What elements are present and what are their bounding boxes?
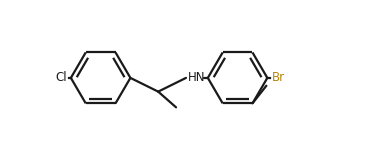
Text: Br: Br (272, 71, 285, 84)
Text: HN: HN (188, 71, 205, 84)
Text: Cl: Cl (55, 71, 67, 84)
